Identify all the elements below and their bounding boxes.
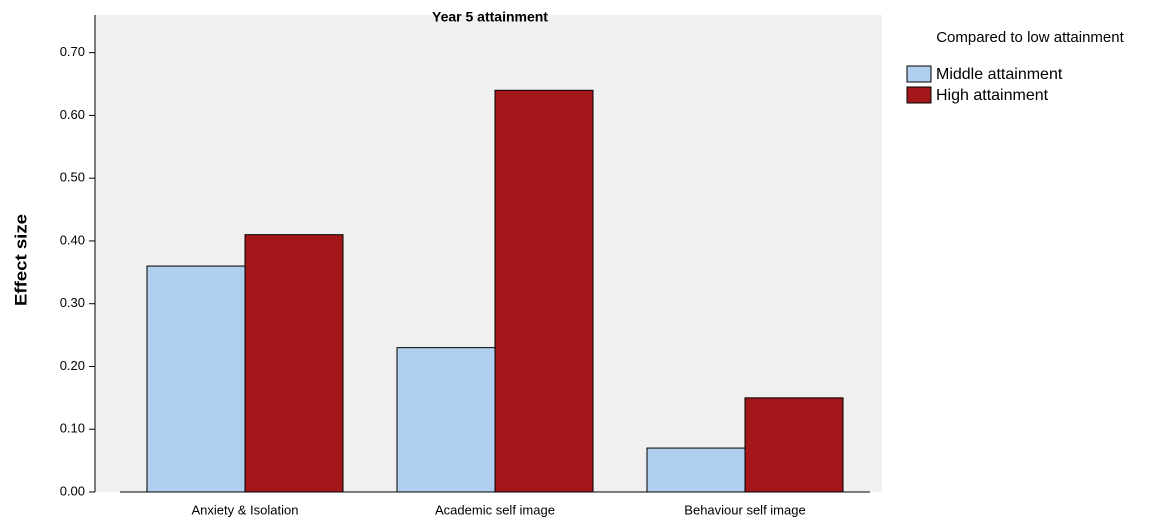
y-axis-label: Effect size (11, 214, 30, 306)
bar (146, 265, 246, 493)
legend-label: High attainment (936, 87, 1049, 104)
bar (646, 447, 746, 493)
bar (396, 347, 496, 493)
x-tick-label: Behaviour self image (684, 502, 805, 517)
bar (744, 397, 844, 493)
y-tick-label: 0.40 (60, 232, 85, 247)
x-tick-label: Academic self image (435, 502, 555, 517)
y-tick-label: 0.20 (60, 358, 85, 373)
chart-title: Year 5 attainment (432, 9, 548, 25)
legend-swatch (906, 86, 932, 104)
y-tick-label: 0.50 (60, 170, 85, 185)
y-tick-label: 0.00 (60, 483, 85, 498)
legend-title: Compared to low attainment (936, 29, 1124, 46)
y-tick-label: 0.70 (60, 44, 85, 59)
y-tick-label: 0.10 (60, 421, 85, 436)
legend-label: Middle attainment (936, 66, 1063, 83)
bar (494, 89, 594, 493)
legend-swatch (906, 65, 932, 83)
bar (244, 234, 344, 493)
y-tick-label: 0.30 (60, 295, 85, 310)
x-tick-label: Anxiety & Isolation (192, 502, 299, 517)
y-tick-label: 0.60 (60, 107, 85, 122)
